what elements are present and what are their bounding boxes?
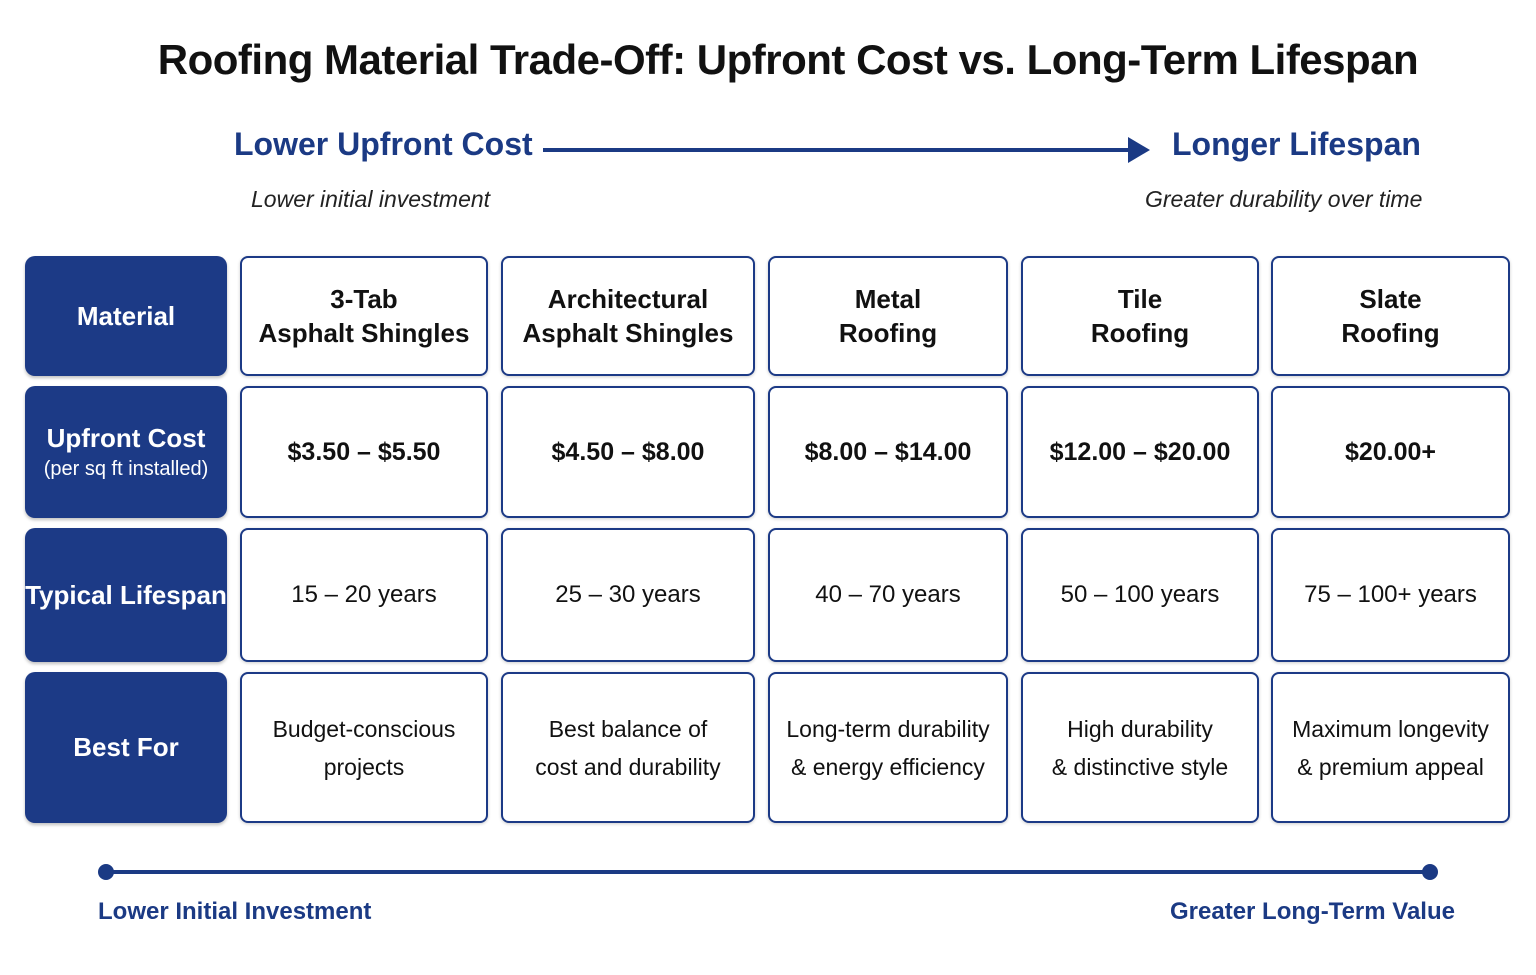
material-line-1: Architectural [547, 284, 709, 314]
cell-cost-metal: $8.00 – $14.00 [768, 386, 1008, 518]
best-for-text: Best balance of cost and durability [535, 710, 720, 786]
best-for-line-1: Maximum longevity [1292, 715, 1489, 742]
best-for-line-1: Budget-conscious [272, 715, 456, 742]
lower-initial-investment-caption: Lower initial investment [251, 186, 491, 212]
material-line-1: Metal [854, 284, 922, 314]
lifespan-value: 40 – 70 years [815, 581, 961, 608]
best-for-line-2: & distinctive style [1051, 753, 1229, 780]
lifespan-value: 75 – 100+ years [1304, 581, 1477, 608]
row-header-typical-lifespan: Typical Lifespan [25, 528, 227, 662]
lifespan-value: 25 – 30 years [555, 581, 701, 608]
cell-material-architectural: Architectural Asphalt Shingles [501, 256, 755, 376]
material-name: Tile Roofing [1091, 282, 1189, 350]
material-name: 3-Tab Asphalt Shingles [259, 282, 470, 350]
chart-title: Roofing Material Trade-Off: Upfront Cost… [157, 36, 1419, 83]
best-for-line-2: & energy efficiency [791, 753, 985, 780]
cell-best-for-architectural: Best balance of cost and durability [501, 672, 755, 823]
best-for-line-2: cost and durability [535, 753, 721, 780]
cell-cost-architectural: $4.50 – $8.00 [501, 386, 755, 518]
best-for-text: Long-term durability & energy efficiency [786, 710, 989, 786]
upfront-cost-value: $4.50 – $8.00 [551, 437, 705, 466]
upfront-cost-value: $3.50 – $5.50 [287, 437, 441, 466]
row-header-best-for: Best For [25, 672, 227, 823]
material-line-2: Roofing [1090, 318, 1190, 348]
best-for-text: Budget-conscious projects [273, 710, 456, 786]
material-line-1: 3-Tab [330, 284, 398, 314]
material-line-2: Asphalt Shingles [522, 318, 734, 348]
cell-best-for-metal: Long-term durability & energy efficiency [768, 672, 1008, 823]
cell-lifespan-slate: 75 – 100+ years [1271, 528, 1510, 662]
lower-upfront-cost-label: Lower Upfront Cost [234, 126, 533, 162]
material-line-1: Slate [1359, 284, 1422, 314]
best-for-text: Maximum longevity & premium appeal [1292, 710, 1489, 786]
cell-cost-slate: $20.00+ [1271, 386, 1510, 518]
scale-start-dot-icon [98, 864, 114, 880]
trade-off-arrow-line [543, 148, 1131, 152]
scale-end-dot-icon [1422, 864, 1438, 880]
best-for-text: High durability & distinctive style [1052, 710, 1228, 786]
lifespan-value: 50 – 100 years [1060, 581, 1220, 608]
material-name: Slate Roofing [1341, 282, 1439, 350]
row-header-material: Material [25, 256, 227, 376]
upfront-cost-value: $8.00 – $14.00 [804, 437, 972, 466]
best-for-line-1: Long-term durability [786, 715, 990, 742]
longer-lifespan-label: Longer Lifespan [1172, 126, 1421, 162]
upfront-cost-value: $20.00+ [1344, 437, 1437, 466]
row-header-typical-lifespan-label: Typical Lifespan [25, 579, 227, 610]
upfront-cost-value: $12.00 – $20.00 [1049, 437, 1231, 466]
material-name: Metal Roofing [839, 282, 937, 350]
cell-cost-3-tab: $3.50 – $5.50 [240, 386, 488, 518]
cell-lifespan-tile: 50 – 100 years [1021, 528, 1259, 662]
cell-lifespan-3-tab: 15 – 20 years [240, 528, 488, 662]
row-header-upfront-cost-unit: (per sq ft installed) [43, 458, 209, 480]
greater-long-term-value-label: Greater Long-Term Value [1170, 898, 1455, 925]
arrow-right-icon [1128, 137, 1150, 163]
material-name: Architectural Asphalt Shingles [523, 282, 734, 350]
cell-best-for-3-tab: Budget-conscious projects [240, 672, 488, 823]
best-for-line-2: projects [323, 753, 405, 780]
row-header-upfront-cost-label: Upfront Cost [46, 423, 206, 453]
material-line-2: Roofing [838, 318, 938, 348]
best-for-line-1: High durability [1067, 715, 1213, 742]
cell-material-3-tab: 3-Tab Asphalt Shingles [240, 256, 488, 376]
cell-best-for-slate: Maximum longevity & premium appeal [1271, 672, 1510, 823]
row-header-best-for-label: Best For [73, 732, 179, 762]
material-line-2: Roofing [1341, 318, 1440, 348]
best-for-line-1: Best balance of [548, 715, 708, 742]
greater-durability-caption: Greater durability over time [1145, 186, 1423, 212]
cell-material-metal: Metal Roofing [768, 256, 1008, 376]
cell-material-slate: Slate Roofing [1271, 256, 1510, 376]
cell-material-tile: Tile Roofing [1021, 256, 1259, 376]
lower-initial-investment-label: Lower Initial Investment [98, 898, 372, 925]
lifespan-value: 15 – 20 years [291, 581, 437, 608]
row-header-material-label: Material [76, 300, 176, 331]
row-header-upfront-cost: Upfront Cost (per sq ft installed) [25, 386, 227, 518]
material-line-1: Tile [1117, 284, 1163, 314]
material-line-2: Asphalt Shingles [258, 318, 470, 348]
best-for-line-2: & premium appeal [1297, 753, 1484, 780]
cell-lifespan-metal: 40 – 70 years [768, 528, 1008, 662]
cell-best-for-tile: High durability & distinctive style [1021, 672, 1259, 823]
value-scale-line [105, 870, 1431, 874]
cell-lifespan-architectural: 25 – 30 years [501, 528, 755, 662]
cell-cost-tile: $12.00 – $20.00 [1021, 386, 1259, 518]
